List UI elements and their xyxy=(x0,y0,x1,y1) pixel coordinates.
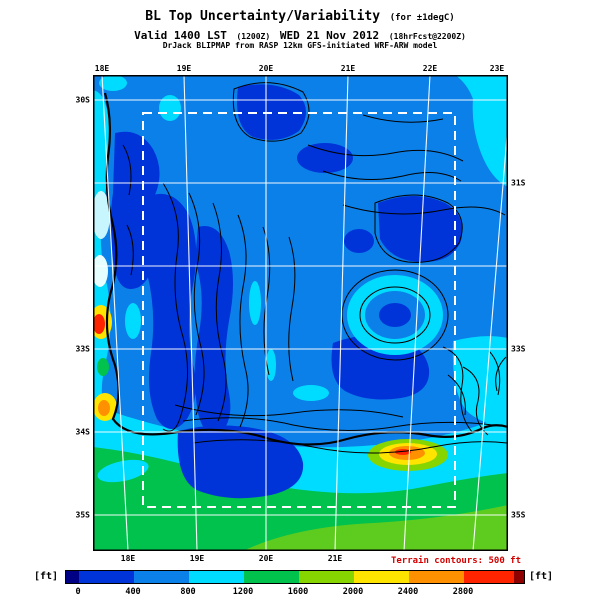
model-line: DrJack BLIPMAP from RASP 12km GFS-initia… xyxy=(162,41,438,50)
valid-date: WED 21 Nov 2012 xyxy=(279,29,380,42)
lon-label-bottom: 19E xyxy=(189,554,205,563)
lon-label-top: 19E xyxy=(176,64,192,73)
colorbar-tick-label: 2400 xyxy=(397,587,419,597)
chart-title-line: BL Top Uncertainty/Variability (for ±1de… xyxy=(0,5,600,24)
fill-contours xyxy=(93,75,508,551)
lon-label-bottom: 21E xyxy=(327,554,343,563)
colorbar-segment xyxy=(244,571,299,583)
forecast-info: (18hrFcst@2200Z) xyxy=(388,32,466,41)
colorbar-tick-label: 800 xyxy=(180,587,196,597)
coastline xyxy=(103,92,508,446)
colorbar-tick-label: 2800 xyxy=(452,587,474,597)
lat-label-left: 33S xyxy=(75,344,90,354)
map-frame xyxy=(93,75,508,551)
unit-label-right: [ft] xyxy=(529,571,554,582)
colorbar-tick-label: 1600 xyxy=(287,587,309,597)
grid-lines xyxy=(93,75,508,551)
lon-label-top: 21E xyxy=(340,64,356,73)
lat-label-right: 35S xyxy=(511,510,526,520)
lat-label-right: 33S xyxy=(511,344,526,354)
valid-time-line: Valid 1400 LST (1200Z) WED 21 Nov 2012 (… xyxy=(0,24,600,43)
colorbar-segment xyxy=(66,571,79,583)
lon-label-top: 23E xyxy=(489,64,505,73)
valid-zulu: (1200Z) xyxy=(236,32,271,41)
colorbar-tick-label: 0 xyxy=(75,587,81,597)
colorbar-segment xyxy=(464,571,514,583)
colorbar-segment xyxy=(134,571,189,583)
lat-label-left: 35S xyxy=(75,510,90,520)
lat-label-left: 34S xyxy=(75,427,90,437)
inner-domain-box xyxy=(142,112,456,508)
map-plot xyxy=(93,75,508,551)
valid-time: Valid 1400 LST xyxy=(134,29,227,42)
colorbar-segment xyxy=(189,571,244,583)
colorbar-segment xyxy=(409,571,464,583)
chart-title: BL Top Uncertainty/Variability xyxy=(145,9,381,24)
lat-label-right: 31S xyxy=(511,178,526,188)
lon-label-top: 20E xyxy=(258,64,274,73)
colorbar-tick-label: 2000 xyxy=(342,587,364,597)
lon-label-bottom: 18E xyxy=(120,554,136,563)
colorbar-segment xyxy=(514,571,524,583)
colorbar-tick-label: 400 xyxy=(125,587,141,597)
terrain-note: Terrain contours: 500 ft xyxy=(390,556,521,566)
colorbar-tick-label: 1200 xyxy=(232,587,254,597)
colorbar-segment xyxy=(354,571,409,583)
chart-title-qualifier: (for ±1degC) xyxy=(389,13,455,23)
lon-label-top: 22E xyxy=(422,64,438,73)
lon-label-bottom: 20E xyxy=(258,554,274,563)
lat-label-left: 30S xyxy=(75,95,90,105)
unit-label-left: [ft] xyxy=(34,571,59,582)
terrain-contours xyxy=(122,82,508,454)
colorbar-segment xyxy=(79,571,134,583)
lon-label-top: 18E xyxy=(94,64,110,73)
colorbar xyxy=(65,570,525,584)
map-area xyxy=(93,75,508,551)
colorbar-segment xyxy=(299,571,354,583)
